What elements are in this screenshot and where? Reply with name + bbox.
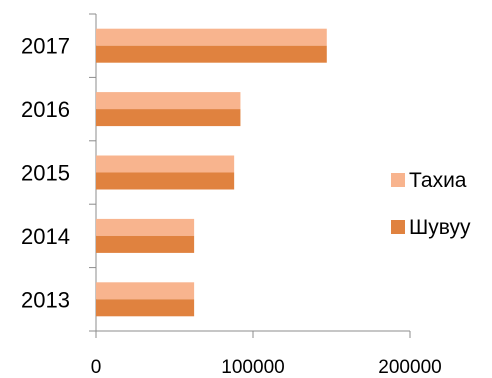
category-label: 2015 bbox=[21, 161, 70, 186]
legend-label: Тахиа bbox=[409, 169, 467, 192]
legend-swatch bbox=[391, 173, 405, 187]
y-tick-marks bbox=[89, 13, 96, 332]
x-tick-label: 100000 bbox=[221, 357, 284, 378]
category-label: 2013 bbox=[21, 287, 70, 312]
x-tick-labels: 0 100000 200000 bbox=[91, 357, 442, 378]
bar bbox=[96, 28, 327, 46]
x-tick-marks bbox=[95, 331, 411, 338]
x-tick-label: 0 bbox=[91, 357, 102, 378]
legend: Тахиа Шувуу bbox=[391, 169, 471, 239]
bar bbox=[96, 235, 195, 253]
bar bbox=[96, 172, 235, 190]
legend-label: Шувуу bbox=[409, 216, 471, 239]
bar bbox=[96, 45, 327, 63]
category-label: 2014 bbox=[21, 224, 70, 249]
category-label: 2016 bbox=[21, 97, 70, 122]
bar bbox=[96, 109, 241, 127]
bar bbox=[96, 92, 241, 110]
bar bbox=[96, 282, 195, 300]
category-labels: 2013 2014 2015 2016 2017 bbox=[21, 34, 70, 313]
bar bbox=[96, 299, 195, 317]
bars bbox=[96, 28, 327, 317]
bar bbox=[96, 218, 195, 236]
category-label: 2017 bbox=[21, 34, 70, 59]
bar bbox=[96, 155, 235, 173]
x-tick-label: 200000 bbox=[378, 357, 441, 378]
legend-swatch bbox=[391, 220, 405, 234]
